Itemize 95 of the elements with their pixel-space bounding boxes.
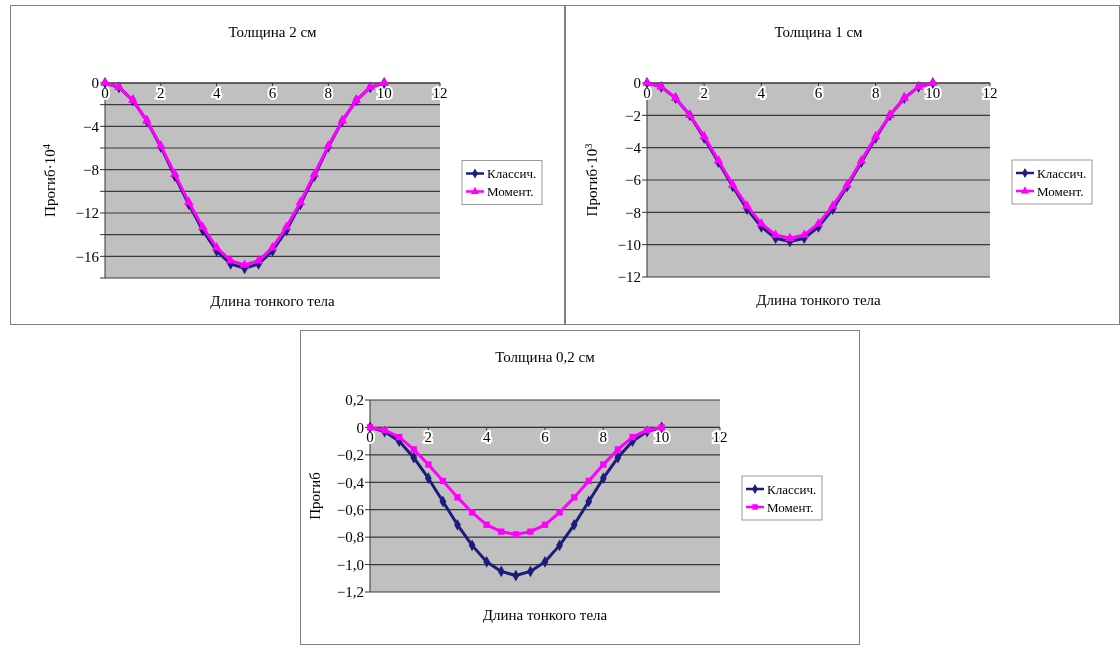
point bbox=[512, 531, 519, 538]
point bbox=[899, 92, 910, 101]
point bbox=[253, 255, 264, 264]
point bbox=[156, 140, 166, 149]
y-tick-label: −1,0 bbox=[336, 556, 364, 573]
point bbox=[629, 433, 636, 441]
y-tick-label: −16 bbox=[75, 248, 100, 265]
x-tick-label: 12 bbox=[982, 85, 998, 101]
chart-title: Толщина 1 см bbox=[774, 24, 864, 40]
point bbox=[295, 196, 306, 205]
point bbox=[425, 461, 432, 468]
point bbox=[827, 200, 838, 209]
point bbox=[498, 528, 505, 535]
point bbox=[483, 521, 490, 528]
point bbox=[813, 218, 824, 227]
point bbox=[742, 200, 752, 209]
point bbox=[439, 477, 447, 485]
x-tick-label: 2 bbox=[700, 85, 708, 101]
point bbox=[856, 155, 867, 164]
y-tick-label: −8 bbox=[83, 161, 99, 178]
x-tick-label: 4 bbox=[757, 85, 766, 101]
point bbox=[699, 130, 709, 140]
point bbox=[197, 221, 208, 230]
x-tick-label: 8 bbox=[599, 429, 608, 446]
y-tick-label: −0,4 bbox=[336, 474, 365, 491]
point bbox=[309, 168, 320, 177]
x-tick-label: 4 bbox=[212, 85, 221, 101]
x-tick-label: 8 bbox=[324, 85, 333, 101]
x-axis-title: Длина тонкого тела bbox=[210, 293, 336, 309]
y-tick-label: −2 bbox=[625, 107, 641, 124]
chart-title: Толщина 2 см bbox=[228, 24, 318, 40]
point bbox=[323, 140, 334, 149]
y-tick-label: −8 bbox=[625, 204, 641, 221]
x-tick-label: 2 bbox=[157, 85, 165, 101]
x-tick-label: 12 bbox=[432, 85, 448, 101]
x-tick-label: 10 bbox=[654, 429, 670, 446]
x-axis-title: Длина тонкого тела bbox=[756, 292, 882, 308]
y-tick-label: 0,2 bbox=[345, 392, 364, 409]
legend-label: Момент. bbox=[1037, 183, 1084, 199]
point bbox=[169, 168, 180, 177]
point bbox=[727, 179, 738, 188]
y-tick-label: −0,2 bbox=[336, 447, 364, 464]
y-tick-label: −6 bbox=[625, 172, 642, 189]
x-axis-title: Длина тонкого тела bbox=[482, 607, 608, 623]
point bbox=[756, 218, 767, 227]
legend-label: Классич. bbox=[1037, 165, 1087, 181]
chart-title: Толщина 0,2 см bbox=[495, 349, 596, 365]
x-tick-label: 10 bbox=[925, 85, 941, 101]
point bbox=[239, 259, 250, 268]
point bbox=[770, 229, 781, 238]
point bbox=[571, 494, 578, 501]
point bbox=[643, 427, 651, 434]
point bbox=[585, 477, 592, 485]
point bbox=[183, 196, 194, 205]
point bbox=[556, 509, 563, 516]
y-tick-label: −12 bbox=[617, 269, 641, 286]
x-tick-label: 4 bbox=[482, 429, 491, 446]
legend-label: Классич. bbox=[767, 481, 817, 497]
point bbox=[842, 179, 852, 188]
legend-label: Классич. bbox=[487, 166, 537, 182]
point bbox=[713, 155, 724, 164]
point bbox=[454, 494, 461, 501]
y-tick-label: −12 bbox=[75, 205, 99, 222]
y-tick-label: −0,6 bbox=[336, 501, 365, 518]
point bbox=[600, 461, 607, 468]
x-tick-label: 6 bbox=[541, 429, 550, 446]
point bbox=[785, 232, 795, 241]
point bbox=[870, 130, 881, 140]
point bbox=[670, 92, 681, 101]
x-tick-label: 8 bbox=[871, 85, 880, 101]
x-tick-label: 10 bbox=[376, 85, 392, 101]
x-tick-label: 6 bbox=[814, 85, 823, 101]
y-tick-label: −1,2 bbox=[336, 584, 364, 601]
y-tick-label: −10 bbox=[617, 236, 641, 253]
point bbox=[541, 521, 549, 528]
y-tick-label: −4 bbox=[83, 118, 100, 135]
point bbox=[281, 221, 292, 230]
y-tick-label: −4 bbox=[625, 139, 642, 156]
x-tick-label: 12 bbox=[712, 429, 728, 446]
point bbox=[468, 509, 476, 516]
point bbox=[381, 427, 388, 434]
x-tick-label: 2 bbox=[424, 429, 433, 446]
legend-label: Момент. bbox=[767, 499, 814, 515]
y-axis-title: Прогиб bbox=[307, 471, 323, 520]
point bbox=[410, 446, 417, 453]
point bbox=[267, 242, 278, 251]
y-tick-label: −0,8 bbox=[336, 529, 364, 546]
point bbox=[799, 229, 810, 238]
x-tick-label: 6 bbox=[268, 85, 277, 101]
point bbox=[527, 528, 534, 535]
point bbox=[614, 446, 622, 453]
point bbox=[225, 255, 236, 264]
point bbox=[211, 242, 222, 251]
point bbox=[396, 433, 403, 441]
legend-label: Момент. bbox=[487, 184, 534, 200]
